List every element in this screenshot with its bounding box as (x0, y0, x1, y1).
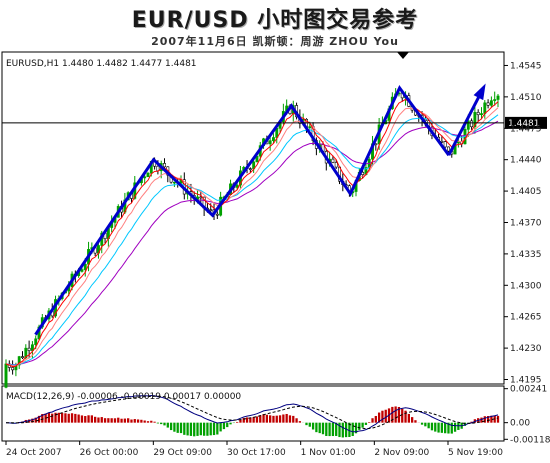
axes: 1.4481 1.4545 1.4510 1.4475 1.4440 1.4405 1.43… (5, 61, 550, 458)
shift-marker-icon (397, 52, 409, 59)
y-tick-label: 1.4265 (510, 313, 542, 323)
candle-body (209, 209, 213, 211)
zigzag-line (34, 84, 451, 336)
x-tick-label: 24 Oct 2007 (6, 448, 62, 458)
candle-body (496, 95, 500, 100)
x-tick-label: 29 Oct 09:00 (153, 448, 212, 458)
candle-body (248, 168, 252, 170)
candle-body (493, 99, 497, 101)
candle-body (172, 181, 176, 184)
candle-body (34, 338, 38, 345)
candle-body (480, 113, 483, 116)
candle-body (80, 269, 84, 272)
candle-body (163, 163, 166, 168)
trend-arrow-head-icon (473, 83, 486, 101)
y-tick-label: 1.4440 (510, 156, 542, 166)
ma-long-line (5, 120, 499, 366)
macd-y-tick-label: 0.00241 (510, 385, 547, 395)
macd-y-tick-label: 0.00 (510, 419, 530, 429)
ma-slow-line (5, 114, 499, 366)
candle-body (443, 141, 447, 148)
price-plot (2, 83, 504, 389)
candle-body (235, 184, 239, 188)
candle-body (17, 356, 21, 366)
current-price-label: 1.4481 (508, 119, 540, 129)
y-tick-label: 1.4370 (510, 218, 542, 228)
y-tick-label: 1.4475 (510, 124, 542, 134)
macd-plot (5, 394, 500, 438)
macd-info-label: MACD(12,26,9) -0.00006 -0.00019 0.00017 … (6, 392, 241, 402)
current-price-tag (505, 116, 547, 129)
price-panel-frame (1, 51, 505, 385)
candle-body (308, 126, 312, 128)
macd-line (5, 394, 499, 433)
candle-body (331, 158, 335, 163)
chart-subtitle: 2007年11月6日 凯斯顿：周游 ZHOU You (151, 35, 399, 48)
y-tick-label: 1.4195 (510, 376, 542, 386)
x-tick-label: 1 Nov 01:00 (301, 448, 356, 458)
candle-body (483, 102, 487, 114)
trend-arrow-shaft (447, 91, 483, 156)
candle-body (11, 367, 15, 371)
candle-body (272, 137, 275, 141)
candle-body (4, 363, 8, 388)
y-tick-label: 1.4545 (510, 61, 542, 71)
candle-body (268, 140, 272, 145)
candle-body (83, 263, 87, 270)
candle-body (473, 112, 477, 128)
candle-body (470, 120, 474, 128)
price-info-label: EURUSD,H1 1.4480 1.4482 1.4477 1.4481 (6, 59, 197, 69)
candle-body (215, 213, 219, 216)
candle-body (486, 102, 490, 106)
chart-title: EUR/USD 小时图交易参考 (131, 8, 419, 33)
y-tick-label: 1.4510 (510, 93, 542, 103)
candle-body (146, 172, 150, 178)
candle-body (143, 176, 147, 179)
x-tick-label: 30 Oct 17:00 (227, 448, 286, 458)
candle-body (456, 141, 460, 144)
candle-body (24, 347, 28, 359)
macd-panel-frame (1, 385, 505, 442)
candle-body (21, 356, 24, 359)
candle-body (489, 100, 493, 106)
x-tick-label: 26 Oct 00:00 (80, 448, 139, 458)
y-tick-label: 1.4230 (510, 344, 542, 354)
candle-body (466, 120, 470, 130)
macd-y-tick-label: -0.00118 (510, 435, 550, 445)
candle-body (447, 146, 450, 152)
y-tick-label: 1.4335 (510, 250, 542, 260)
y-tick-label: 1.4300 (510, 281, 542, 291)
y-tick-label: 1.4405 (510, 187, 542, 197)
x-tick-label: 2 Nov 09:00 (374, 448, 429, 458)
candle-body (27, 347, 31, 351)
candle-body (334, 162, 338, 168)
macd-signal-line (6, 395, 499, 430)
candle-body (476, 112, 480, 116)
x-tick-label: 5 Nov 19:00 (448, 448, 503, 458)
